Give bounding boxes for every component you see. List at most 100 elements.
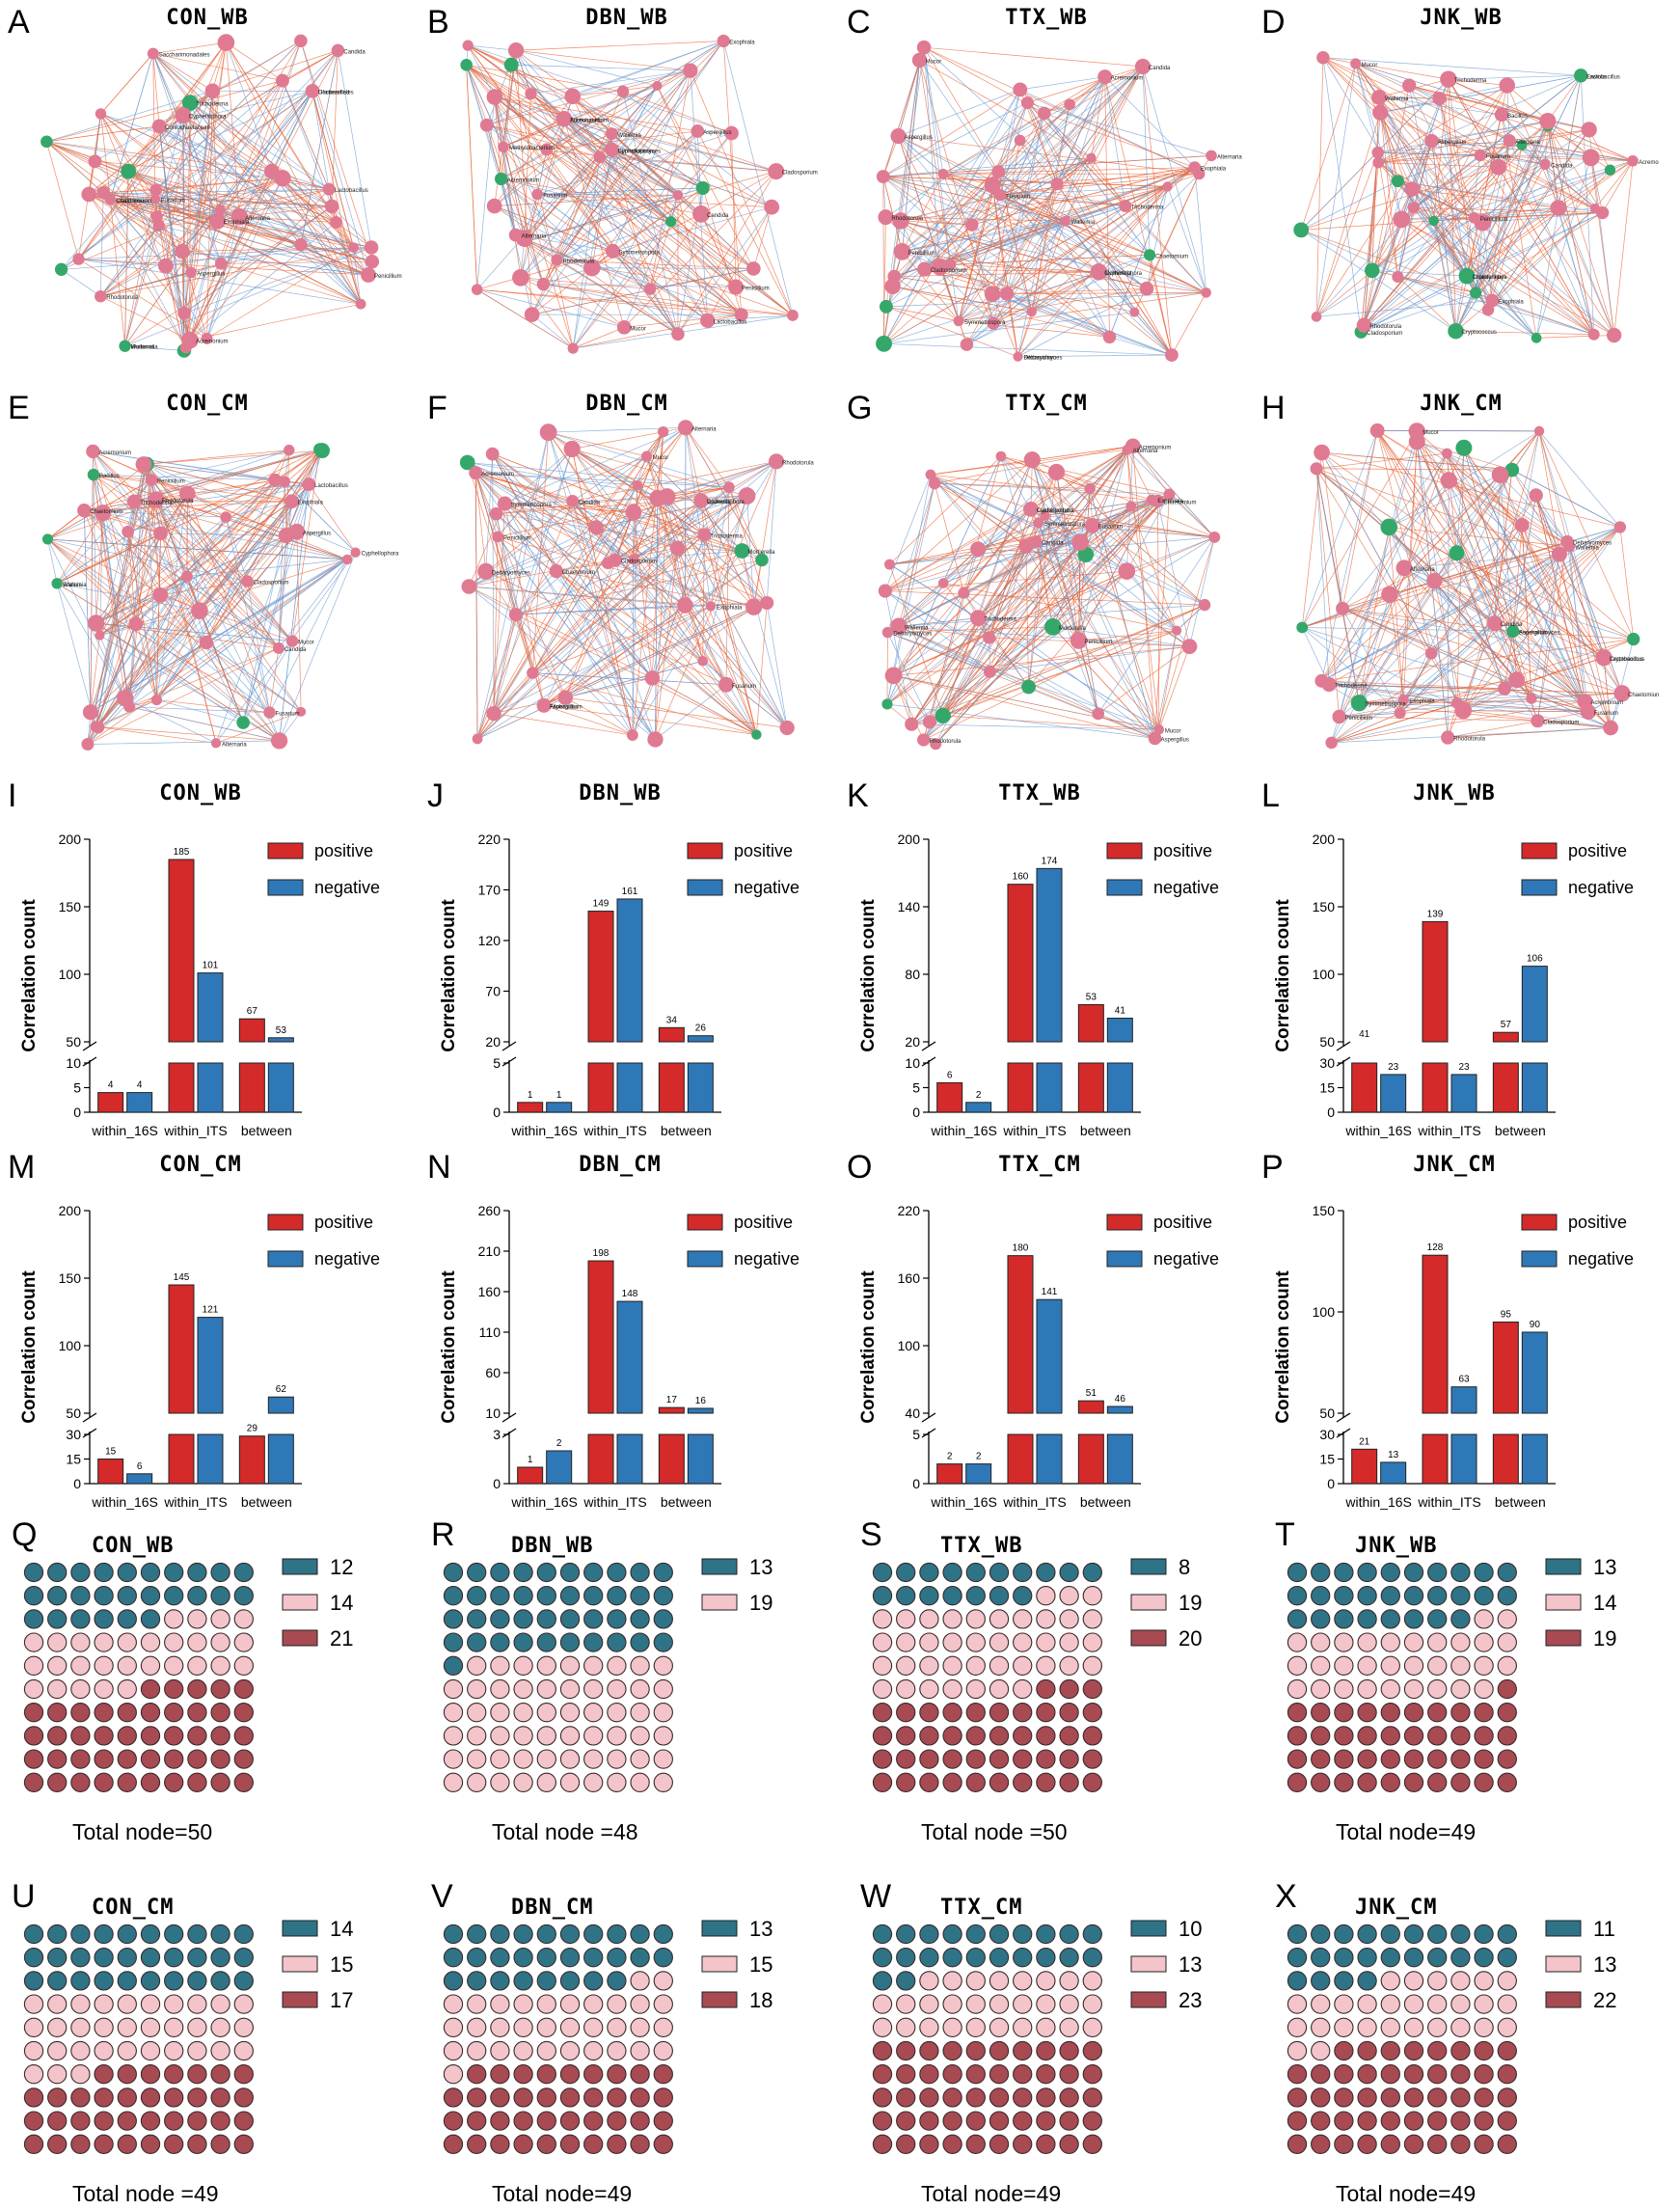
waffle-cell xyxy=(94,2040,114,2061)
network-node-pink xyxy=(294,34,308,48)
network-node-pink xyxy=(717,34,730,48)
network-node-pink xyxy=(217,34,235,51)
bar-positive-within_16S xyxy=(936,1463,963,1485)
waffle-cell xyxy=(1450,2134,1471,2154)
waffle-cell xyxy=(513,1994,533,2014)
waffle-cell xyxy=(94,1749,114,1769)
waffle-cell xyxy=(443,1632,464,1652)
waffle-cell xyxy=(1427,1562,1448,1583)
waffle-cell xyxy=(896,1994,916,2014)
bar-negative-within_ITS-lower xyxy=(1036,1062,1063,1113)
waffle-cell xyxy=(1287,2064,1308,2085)
waffle-legend-swatch xyxy=(1130,1991,1167,2008)
bar-positive-between xyxy=(1077,1400,1104,1414)
data-label: 141 xyxy=(1042,1287,1058,1297)
waffle-cell xyxy=(1450,2064,1471,2085)
network-node-pink xyxy=(693,493,709,508)
network-node-pink xyxy=(215,205,226,215)
network-node-pink xyxy=(616,319,632,335)
network-node-pink xyxy=(285,494,299,508)
network-node-pink xyxy=(881,626,894,639)
chart-title: JNK_WB xyxy=(1413,781,1496,805)
network-node-pink xyxy=(1102,330,1117,344)
node-label: Lactobacillus xyxy=(1586,74,1620,80)
waffle-cell xyxy=(233,1703,254,1723)
network-node-pink xyxy=(1050,177,1064,191)
waffle-cell xyxy=(583,1632,604,1652)
waffle-cell xyxy=(467,1703,487,1723)
network-node-green xyxy=(1449,545,1465,561)
waffle-cell xyxy=(896,1586,916,1606)
bar-positive-within_ITS-lower xyxy=(1422,1062,1449,1113)
x-tick-label: between xyxy=(241,1494,292,1510)
waffle-cell xyxy=(1334,2111,1354,2131)
bar-positive-within_ITS-lower xyxy=(168,1433,195,1485)
panel-label: K xyxy=(847,778,869,814)
chart-title: DBN_WB xyxy=(579,781,662,805)
waffle-legend-swatch xyxy=(282,1955,318,1973)
waffle-cell xyxy=(896,1632,916,1652)
waffle-cell xyxy=(1287,1971,1308,1991)
total-node-label: Total node =48 xyxy=(492,1819,638,1844)
waffle-cell xyxy=(1013,1586,1033,1606)
network-node-green xyxy=(1448,322,1464,340)
waffle-cell xyxy=(1474,2064,1494,2085)
waffle-cell xyxy=(1403,1948,1424,1968)
node-label: Penicillium xyxy=(157,478,185,484)
waffle-cell xyxy=(1403,2064,1424,2085)
waffle-cell xyxy=(989,2134,1010,2154)
waffle-cell xyxy=(164,1703,184,1723)
network-node-pink xyxy=(1071,533,1090,551)
waffle-cell xyxy=(443,1994,464,2014)
waffle-legend-swatch xyxy=(1130,1594,1167,1611)
network-node-pink xyxy=(96,185,111,200)
network-node-green xyxy=(314,443,330,459)
network-node-pink xyxy=(1514,517,1530,532)
waffle-cell xyxy=(896,1726,916,1746)
network-node-pink xyxy=(632,479,643,491)
waffle-cell xyxy=(187,1609,207,1629)
waffle-cell xyxy=(1427,1971,1448,1991)
network-node-pink xyxy=(969,610,987,627)
network-node-pink xyxy=(149,194,161,205)
waffle-cell xyxy=(1036,1562,1056,1583)
waffle-cell xyxy=(1013,1948,1033,1968)
waffle-cell xyxy=(653,1772,673,1792)
waffle-cell xyxy=(1036,1749,1056,1769)
waffle-cell xyxy=(1380,1994,1400,2014)
waffle-cell xyxy=(23,1703,44,1723)
y-tick-label: 200 xyxy=(59,832,82,847)
waffle-cell xyxy=(94,1994,114,2014)
network-node-pink xyxy=(324,199,339,214)
waffle-cell xyxy=(70,1655,91,1676)
waffle-cell xyxy=(942,2134,962,2154)
network-node-pink xyxy=(567,342,579,354)
waffle-cell xyxy=(1287,1562,1308,1583)
waffle-cell xyxy=(1013,1703,1033,1723)
waffle-legend-count: 15 xyxy=(330,1952,353,1977)
network-node-pink xyxy=(87,614,105,632)
node-label: Erwinia xyxy=(63,583,82,588)
network-node-pink xyxy=(984,177,1001,194)
legend-swatch-positive xyxy=(687,842,723,859)
network-node-pink xyxy=(1198,598,1211,612)
waffle-cell xyxy=(965,2134,986,2154)
waffle-cell xyxy=(1380,1948,1400,1968)
node-label: Acremonium xyxy=(1590,700,1623,706)
legend-swatch-positive xyxy=(267,1214,304,1231)
waffle-cell xyxy=(536,2040,556,2061)
waffle-cell xyxy=(1450,1924,1471,1945)
network-node-pink xyxy=(1393,210,1411,229)
waffle-cell xyxy=(1357,1586,1377,1606)
waffle-cell xyxy=(989,1772,1010,1792)
node-label: Alternaria xyxy=(1133,449,1158,454)
waffle-cell xyxy=(1311,2087,1331,2108)
waffle-cell xyxy=(140,1924,161,1945)
y-tick-label: 140 xyxy=(898,899,921,914)
waffle-legend-count: 19 xyxy=(1593,1626,1616,1651)
waffle-cell xyxy=(896,1948,916,1968)
waffle-cell xyxy=(536,1924,556,1945)
waffle-cell xyxy=(490,1678,510,1700)
